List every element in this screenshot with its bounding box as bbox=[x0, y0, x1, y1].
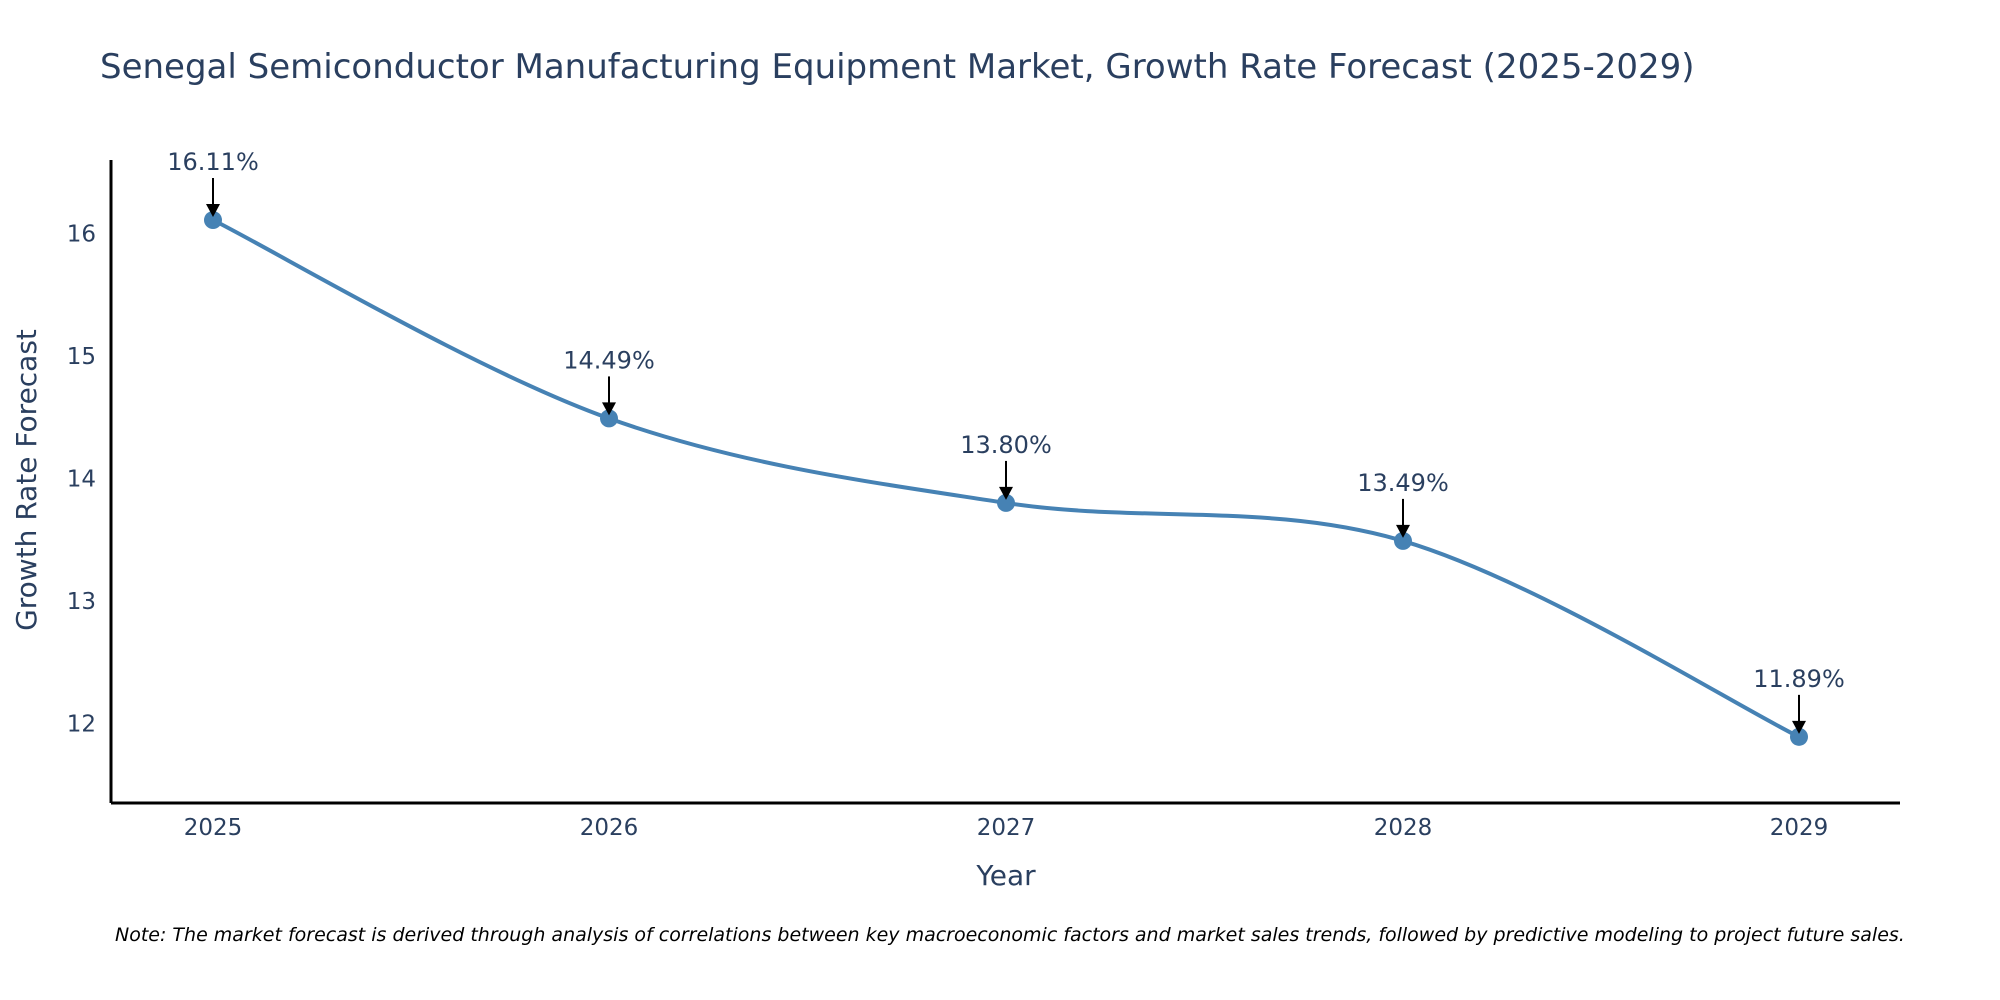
y-tick-label: 15 bbox=[67, 344, 96, 370]
data-annotations: 16.11% 14.49% 13.80% 13.49% 11.89% bbox=[167, 148, 1845, 734]
x-tick-label: 2026 bbox=[580, 815, 639, 841]
data-label: 11.89% bbox=[1753, 665, 1845, 693]
x-tick-label: 2025 bbox=[184, 815, 243, 841]
y-tick-labels: 12 13 14 15 16 bbox=[67, 221, 96, 737]
footnote: Note: The market forecast is derived thr… bbox=[115, 924, 1905, 946]
data-annotation: 13.80% bbox=[960, 431, 1052, 500]
y-tick-label: 12 bbox=[67, 711, 96, 737]
annotation-arrow-head bbox=[1396, 524, 1410, 538]
axes bbox=[109, 160, 1900, 805]
x-tick-label: 2028 bbox=[1374, 815, 1433, 841]
x-tick-label: 2027 bbox=[977, 815, 1036, 841]
chart-title: Senegal Semiconductor Manufacturing Equi… bbox=[100, 47, 1695, 87]
annotation-arrow-head bbox=[999, 486, 1013, 500]
annotation-arrow-head bbox=[1792, 720, 1806, 734]
data-label: 14.49% bbox=[563, 346, 655, 374]
x-tick-label: 2029 bbox=[1770, 815, 1829, 841]
data-point-marker[interactable] bbox=[1790, 727, 1808, 746]
y-tick-label: 16 bbox=[67, 221, 96, 247]
x-tick-labels: 2025 2026 2027 2028 2029 bbox=[184, 815, 1829, 841]
data-annotation: 11.89% bbox=[1753, 665, 1845, 734]
data-markers bbox=[204, 211, 1808, 746]
x-axis-title: Year bbox=[975, 859, 1036, 892]
data-label: 13.49% bbox=[1357, 469, 1449, 497]
data-point-marker[interactable] bbox=[1394, 531, 1412, 550]
data-point-marker[interactable] bbox=[204, 211, 222, 230]
annotation-arrow-head bbox=[206, 204, 220, 218]
data-label: 16.11% bbox=[167, 148, 259, 176]
data-annotation: 14.49% bbox=[563, 346, 655, 416]
y-axis-title: Growth Rate Forecast bbox=[10, 329, 43, 631]
data-annotation: 16.11% bbox=[167, 148, 259, 218]
y-tick-label: 14 bbox=[67, 466, 96, 492]
data-annotation: 13.49% bbox=[1357, 469, 1449, 538]
data-label: 13.80% bbox=[960, 431, 1052, 459]
data-point-marker[interactable] bbox=[600, 409, 618, 428]
y-tick-label: 13 bbox=[67, 589, 96, 615]
annotation-arrow-head bbox=[602, 402, 616, 416]
data-point-marker[interactable] bbox=[997, 493, 1015, 512]
